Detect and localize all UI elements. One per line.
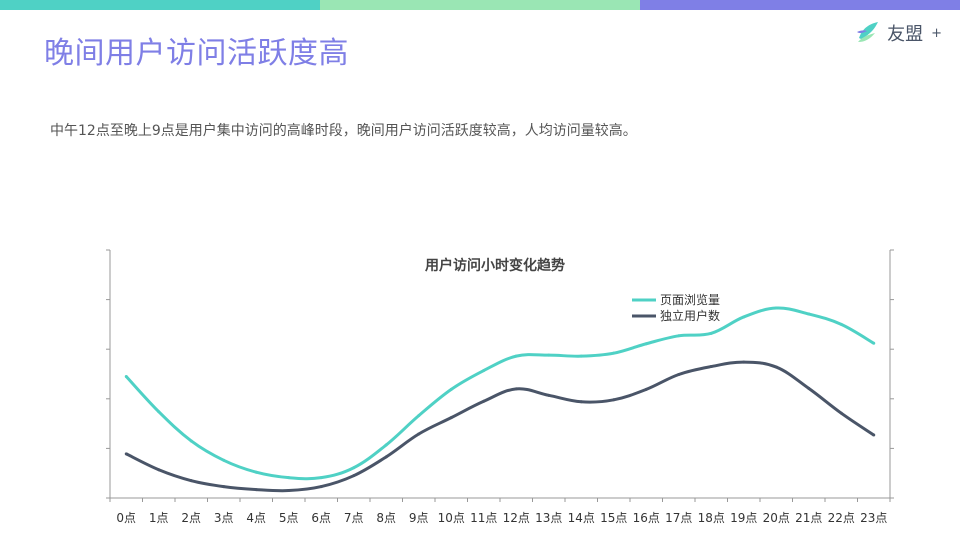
data-point [384,455,388,459]
x-tick-label: 0点 [116,511,136,525]
x-tick-label: 13点 [535,511,562,525]
data-point [449,416,453,420]
data-point [872,433,876,437]
data-point [839,322,843,326]
x-tick-label: 20点 [763,511,790,525]
data-point [254,470,258,474]
data-point [612,398,616,402]
logo-plus: + [931,25,942,41]
legend-label: 页面浏览量 [660,292,720,307]
data-point [579,400,583,404]
x-tick-label: 8点 [376,511,396,525]
x-tick-label: 14点 [568,511,595,525]
data-point [644,387,648,391]
data-point [774,365,778,369]
top-bar-segment-teal [0,0,320,10]
data-point [482,399,486,403]
logo-text: 友盟 [887,24,924,45]
data-point [709,365,713,369]
data-point [807,312,811,316]
data-point [124,452,128,456]
data-point [514,387,518,391]
x-tick-label: 15点 [600,511,627,525]
data-point [612,351,616,355]
data-point [189,479,193,483]
brand-logo: 友盟 + [855,20,942,46]
x-tick-label: 1点 [149,511,169,525]
x-tick-label: 11点 [470,511,497,525]
data-point [417,432,421,436]
data-point [547,353,551,357]
data-point [124,374,128,378]
data-point [319,485,323,489]
x-tick-label: 10点 [438,511,465,525]
data-point [319,476,323,480]
data-point [449,387,453,391]
series-line-1 [125,360,875,493]
data-point [222,485,226,489]
x-tick-label: 6点 [311,511,331,525]
data-point [872,341,876,345]
x-tick-label: 7点 [344,511,364,525]
x-tick-label: 19点 [730,511,757,525]
data-point [189,439,193,443]
data-point [514,354,518,358]
data-point [384,443,388,447]
x-tick-label: 22点 [828,511,855,525]
leaf-logo-icon [857,22,879,42]
data-point [742,360,746,364]
x-axis-labels: 0点 1点 2点 3点 4点 5点 6点 7点 8点 9点 10点 11点 12点 13点 14点 15点 16… [116,511,887,525]
data-point [157,410,161,414]
data-point [677,334,681,338]
x-tick-label: 16点 [633,511,660,525]
chart-axes [106,249,894,502]
data-point [287,476,291,480]
x-tick-label: 5点 [279,511,299,525]
x-tick-label: 4点 [246,511,266,525]
data-point [254,488,258,492]
data-point [677,372,681,376]
x-tick-label: 21点 [795,511,822,525]
x-tick-label: 3点 [214,511,234,525]
page-title: 晚间用户访问活跃度高 [44,36,349,71]
data-point [547,393,551,397]
data-point [709,331,713,335]
data-point [482,369,486,373]
data-point [352,466,356,470]
chart-title: 用户访问小时变化趋势 [425,257,565,274]
data-point [579,354,583,358]
x-tick-label: 2点 [181,511,201,525]
x-tick-label: 18点 [698,511,725,525]
top-bar-segment-green [320,0,640,10]
data-point [417,414,421,418]
x-tick-label: 23点 [860,511,887,525]
data-point [807,386,811,390]
data-point [352,474,356,478]
data-point [644,342,648,346]
x-tick-label: 17点 [665,511,692,525]
legend-label: 独立用户数 [660,308,720,323]
data-point [839,411,843,415]
x-tick-label: 9点 [409,511,429,525]
series-line-0 [125,306,875,481]
data-point [774,306,778,310]
page-subtitle: 中午12点至晚上9点是用户集中访问的高峰时段，晚间用户访问活跃度较高，人均访问量… [50,123,637,139]
data-point [287,489,291,493]
x-tick-label: 12点 [503,511,530,525]
chart-series [124,306,876,493]
data-point [157,468,161,472]
top-bar-segment-purple [640,0,960,10]
data-point [222,458,226,462]
top-color-bar [0,0,960,10]
data-point [742,315,746,319]
